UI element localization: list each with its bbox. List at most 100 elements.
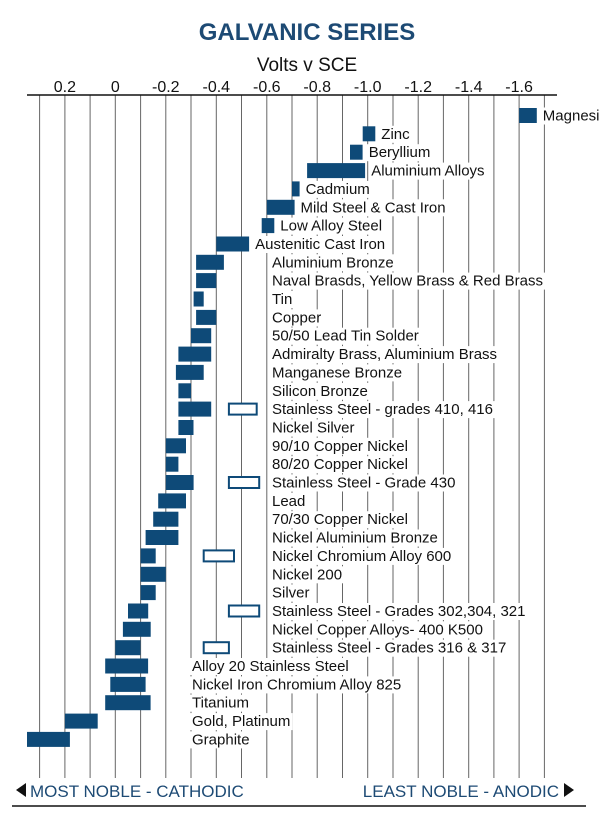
range-bar [191,328,212,344]
label-background [190,676,404,694]
range-bar [196,309,217,325]
range-bar [140,585,156,601]
range-bars [27,108,537,747]
range-bar [153,511,179,527]
material-label: Nickel 200 [272,566,342,583]
range-bar [158,493,186,509]
range-bar [27,731,70,747]
label-background [270,291,295,308]
label-background [190,731,252,749]
material-label: Mild Steel & Cast Iron [301,199,446,216]
material-label: Naval Brasds, Yellow Brass & Red Brass [272,273,543,290]
material-label: 90/10 Copper Nickel [272,438,408,455]
range-bar [110,676,146,692]
range-bar [519,108,537,123]
material-label: Stainless Steel - Grades 302,304, 321 [272,603,526,620]
x-tick-label: -1.4 [455,79,483,96]
label-background [278,217,384,235]
material-label: Low Alloy Steel [280,218,382,235]
x-tick-label: -1.6 [505,79,533,96]
range-bar [105,658,149,674]
material-label: Copper [272,309,321,326]
range-bar [115,640,141,656]
range-bar [145,530,179,545]
material-label: Manganese Bronze [272,364,402,381]
range-bar [122,621,151,637]
material-label: Silicon Bronze [272,383,368,400]
material-label: Magnesium [543,108,599,125]
label-background [270,437,410,455]
range-bar [350,144,363,160]
x-tick-label: 0.2 [54,79,76,96]
material-label: Gold, Platinum [192,713,290,730]
label-background [270,456,410,474]
label-background [298,199,448,217]
footer-scale: MOST NOBLE - CATHODIC LEAST NOBLE - ANOD… [12,782,586,807]
range-bar [175,364,204,380]
material-label: 80/20 Copper Nickel [272,456,408,473]
label-background [270,419,357,437]
range-bar [292,181,300,197]
material-label: Admiralty Brass, Aluminium Brass [272,346,497,363]
label-background [270,511,410,529]
material-label: 70/30 Copper Nickel [272,511,408,528]
range-bar [178,420,194,435]
range-bar [196,273,217,289]
range-bar [140,548,156,564]
label-background [270,401,495,419]
x-tick-label: -1.0 [354,79,382,96]
label-background [270,254,396,272]
material-label: Stainless Steel - grades 410, 416 [272,401,493,418]
label-background [270,621,485,639]
label-background [270,603,528,620]
label-background [270,272,545,290]
material-label: Aluminium Alloys [371,163,484,180]
material-label: Alloy 20 Stainless Steel [192,658,349,675]
material-label: Graphite [192,731,250,748]
passive-range-bar [227,476,261,489]
x-tick-label: -0.6 [253,79,281,96]
x-tick-label: -1.2 [404,79,432,96]
material-label: Lead [272,493,305,510]
material-label: Stainless Steel - Grades 316 & 317 [272,640,506,657]
material-label: Zinc [381,126,410,143]
range-bar [165,475,194,490]
material-label: Aluminium Bronze [272,254,394,271]
label-background [369,162,487,180]
material-label: Nickel Iron Chromium Alloy 825 [192,676,401,693]
label-background [190,713,293,731]
x-tick-label: 0 [111,79,120,96]
material-label: Beryllium [369,144,431,161]
label-background [270,309,324,327]
range-bar [178,346,212,362]
label-background [270,474,458,492]
range-bar [362,126,376,142]
passive-range-bar [227,604,261,618]
range-bar [165,438,186,454]
label-background [253,236,388,253]
x-tick-label: -0.2 [152,79,180,96]
material-label: Stainless Steel - Grade 430 [272,475,455,492]
material-label: Austenitic Cast Iron [255,236,385,253]
range-bar [165,456,179,472]
x-axis-ticks: 0.2 0 -0.2 -0.4 -0.6 -0.8 -1.0 -1.2 -1.4 -1.6 [54,79,533,96]
range-bar [178,383,191,399]
label-background [270,639,509,657]
label-background [270,346,500,364]
material-label: Tin [272,291,292,308]
x-tick-label: -0.8 [303,79,331,96]
range-bar [216,236,250,252]
arrow-left-icon [16,783,26,797]
range-bar [128,603,149,619]
range-bar [193,291,204,307]
material-label: Nickel Chromium Alloy 600 [272,548,451,565]
range-bar [261,218,275,234]
material-label: Nickel Copper Alloys- 400 K500 [272,621,483,638]
label-background [270,547,454,565]
material-label: Cadmium [306,181,370,198]
label-background [270,327,421,345]
material-label: Silver [272,585,310,602]
